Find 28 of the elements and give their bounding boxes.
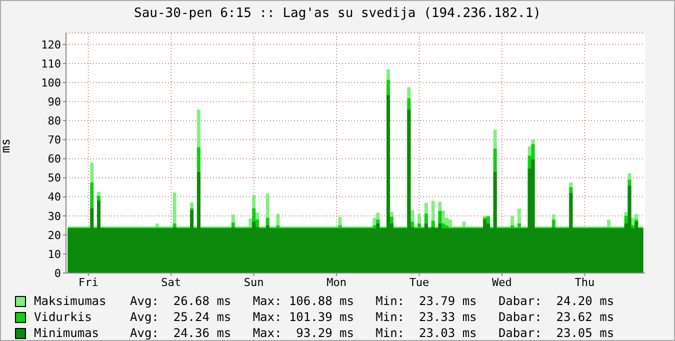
y-tick-label: 90 [48, 95, 61, 108]
y-tick-label: 60 [48, 152, 61, 166]
y-axis-title: ms [0, 138, 12, 153]
x-tick-label: Tue [409, 276, 430, 289]
y-tick-label: 50 [48, 172, 61, 185]
x-tick-label: Mon [326, 276, 346, 289]
x-tick-label: Fri [78, 276, 98, 289]
text: Avg: 24.36 ms Max: 93.29 ms Min: 23.03 ms Dabar: 23.05 ms [130, 326, 614, 340]
y-tick-label: 70 [48, 134, 61, 147]
x-tick-label: Thu [574, 276, 595, 289]
text: Avg: 26.68 ms Max: 106.88 ms Min: 23.79 ms Dabar: 24.20 ms [130, 294, 614, 308]
y-tick-label: 120 [41, 38, 61, 52]
chart-title: Sau-30-pen 6:15 :: Lag'as su svedija (194.236.182.1) [133, 5, 542, 23]
y-tick-label: 0 [54, 266, 61, 280]
text: Avg: 25.24 ms Max: 101.39 ms Min: 23.33 ms Dabar: 23.62 ms [130, 310, 614, 324]
x-tick-label: Sat [161, 276, 182, 289]
y-tick-label: 10 [48, 248, 61, 261]
legend-label: Maksimumas [34, 294, 108, 308]
legend-label: Minimumas [34, 326, 100, 340]
x-tick-label: Wed [492, 276, 512, 289]
x-tick-label: Sun [244, 276, 264, 289]
y-tick-label: 20 [48, 228, 61, 242]
y-tick-label: 80 [48, 114, 61, 128]
legend-label: Vidurkis [34, 310, 93, 324]
y-tick-label: 30 [48, 210, 61, 223]
y-tick-label: 40 [48, 190, 61, 204]
y-tick-label: 100 [41, 76, 61, 90]
y-tick-label: 110 [41, 57, 61, 70]
